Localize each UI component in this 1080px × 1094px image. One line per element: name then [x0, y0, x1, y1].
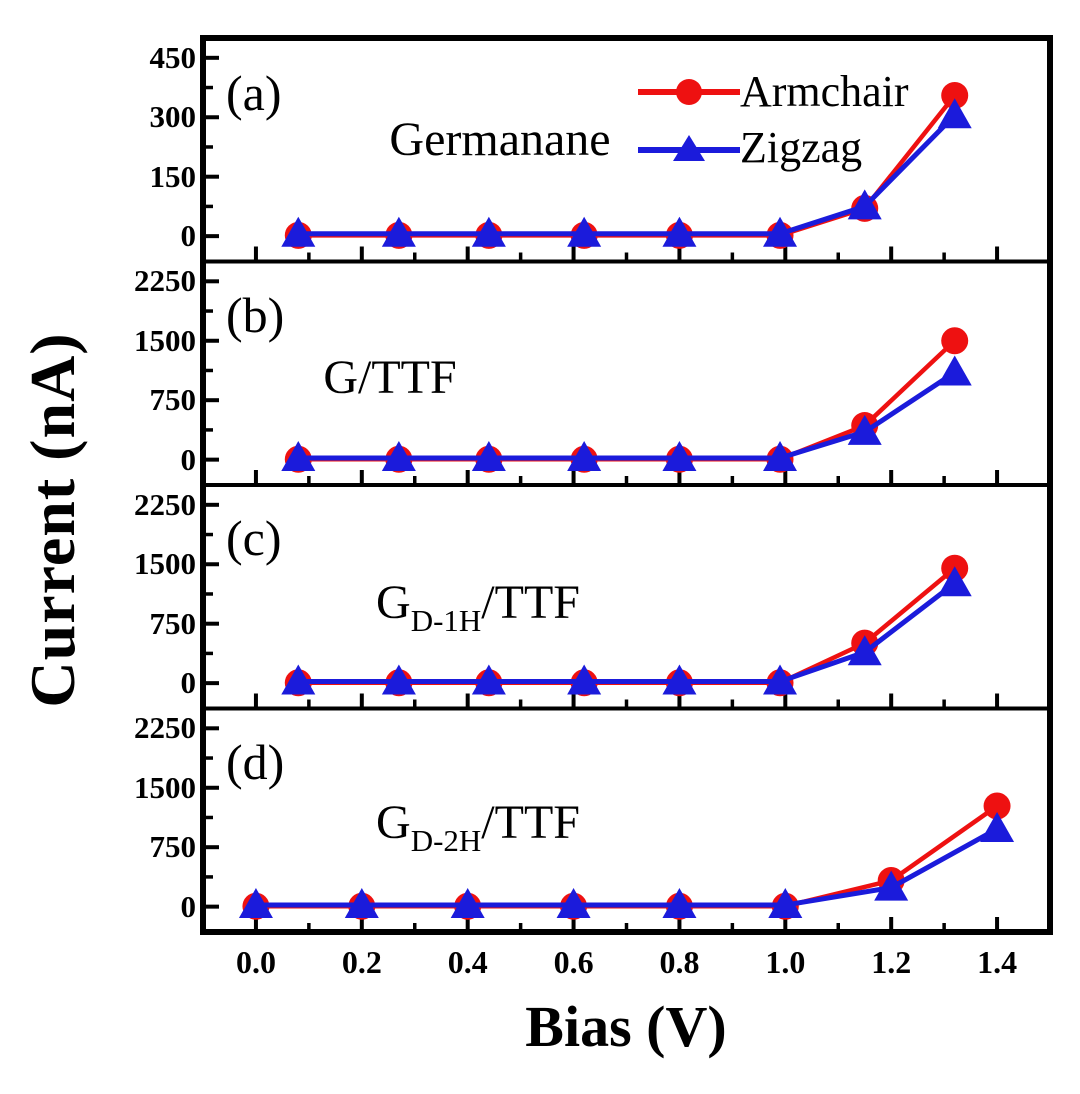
y-axis-label: Current (nA) [17, 332, 88, 708]
panel-title-g-ttf: G/TTF [323, 350, 457, 404]
panel-title-germanane: Germanane [389, 113, 611, 166]
panel-title-gd2h-ttf: GD-2H/TTF [376, 795, 580, 858]
panel-c [203, 502, 1050, 711]
zigzag-marker-icon [638, 135, 740, 161]
panel-label-b: (b) [226, 286, 285, 343]
legend-item-armchair: Armchair [638, 64, 909, 120]
panel-a [203, 55, 1050, 264]
legend-item-zigzag: Zigzag [638, 120, 909, 176]
x-axis-label: Bias (V) [525, 994, 727, 1059]
legend: Armchair Zigzag [638, 64, 909, 176]
panel-label-c: (c) [226, 510, 282, 566]
panel-label-a: (a) [226, 65, 282, 121]
panel-b [203, 279, 1050, 487]
armchair-marker-icon [638, 79, 740, 105]
panel-title-gd1h-ttf: GD-1H/TTF [376, 576, 580, 638]
legend-label-armchair: Armchair [740, 67, 909, 116]
panel-label-d: (d) [226, 733, 285, 790]
legend-label-zigzag: Zigzag [740, 123, 863, 172]
panel-d [203, 726, 1015, 932]
